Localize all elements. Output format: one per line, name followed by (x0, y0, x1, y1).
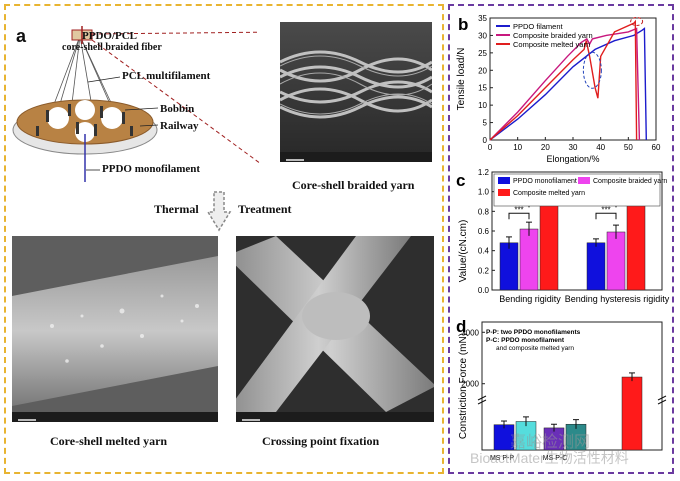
bar-1-2 (626, 195, 646, 291)
down-arrow-icon (206, 191, 232, 232)
sem-crossing-point (236, 236, 434, 422)
panel-a-frame (4, 4, 444, 474)
label-treatment: Treatment (238, 202, 292, 216)
legend-label-1: Composite braided yarn (593, 178, 667, 185)
y-tick-label-1: 5 (483, 119, 488, 128)
chart-b: b 0 10 20 30 40 50 60 0 5 10 15 20 25 30 35 Elongation/%… (456, 14, 661, 164)
x-tick-label-6: 60 (652, 143, 661, 152)
watermark: BioactMater生物活性材料 (470, 450, 629, 466)
series-line-0 (489, 27, 647, 141)
sig-label-a-0: *** (514, 205, 523, 214)
axis-break-1 (477, 395, 487, 401)
label-bobbin: Bobbin (160, 103, 195, 115)
category-label-1: Bending hysteresis rigidity (565, 294, 670, 304)
series-line-1 (489, 27, 641, 141)
caption-crossing: Crossing point fixation (262, 434, 380, 448)
sem-melted-yarn (12, 236, 218, 422)
axis-break-2 (477, 399, 487, 405)
y-tick-label-4: 20 (478, 66, 487, 75)
y-tick-label-3: 15 (478, 84, 487, 93)
y-tick-label-5: 25 (478, 49, 487, 58)
label-railway: Railway (160, 120, 199, 132)
y-axis-label: Tensile load/N (456, 48, 467, 111)
y-tick-label-1: 0.2 (478, 266, 490, 275)
sig-bracket-a-1 (595, 212, 617, 220)
series-line-2 (489, 19, 638, 141)
legend-label-2: Composite melted yarn (513, 40, 590, 49)
chart-c: c 0.0 0.2 0.4 0.6 0.8 1.0 1.2 Value/(cN.cm) Bendi… (456, 168, 670, 304)
sem-braided-yarn (280, 22, 432, 162)
category-label-0: MS P-P (490, 455, 514, 462)
bar-1-0 (586, 242, 606, 291)
x-axis-label: Elongation/% (546, 154, 599, 164)
legend-swatch-2 (498, 189, 510, 196)
caption-melted: Core-shell melted yarn (50, 434, 168, 448)
label-fiber-2: core-shell braided fiber (62, 42, 162, 53)
bar-0-0 (499, 242, 519, 291)
y-tick-label-7: 35 (478, 14, 487, 23)
legend-box (493, 173, 661, 207)
label-ppdo: PPDO monofilament (102, 163, 201, 175)
note-0: P-P: two PPDO monofilaments (486, 329, 581, 336)
axis-break-3 (657, 395, 667, 401)
note-1: P-C: PPDO monofilament (486, 337, 565, 344)
legend-label-0: PPDO filament (513, 22, 564, 31)
x-tick-label-3: 30 (569, 143, 578, 152)
bar-0-2 (539, 198, 559, 291)
y-axis-label: Constriction Force (mN) (458, 333, 469, 439)
caption-braided: Core-shell braided yarn (292, 178, 415, 192)
panel-c-label: c (456, 171, 465, 190)
legend-label-1: Composite braided yarn (513, 31, 593, 40)
sig-label-a-1: *** (601, 205, 610, 214)
bar-1-1 (606, 231, 626, 291)
y-tick-label-4: 0.8 (478, 207, 490, 216)
legend-label-2: Composite melted yarn (513, 190, 585, 197)
label-fiber: PPDO/PCL (82, 30, 137, 42)
sig-bracket-a-0 (508, 212, 530, 220)
bar-4 (621, 376, 643, 451)
y-tick-label-2: 10 (478, 101, 487, 110)
x-tick-label-5: 50 (624, 143, 633, 152)
y-tick-label-6: 30 (478, 31, 487, 40)
legend-label-0: PPDO monofilament (513, 178, 577, 185)
y-tick-label-0: 0 (483, 136, 488, 145)
braider-schematic (12, 26, 260, 182)
watermark-cn: 嘉峪检测网 (510, 434, 591, 451)
y-tick-label-5: 1.0 (478, 188, 490, 197)
note-2: and composite melted yarn (496, 345, 574, 352)
y-tick-label-6: 1.2 (478, 168, 490, 177)
legend-swatch-1 (578, 177, 590, 184)
panel-b-label: b (458, 15, 468, 34)
highlight-ellipse-1 (582, 51, 602, 89)
x-tick-label-2: 20 (541, 143, 550, 152)
y-tick-label-3: 0.6 (478, 227, 490, 236)
label-pcl: PCL multifilament (122, 70, 211, 82)
category-label-0: Bending rigidity (499, 294, 561, 304)
x-tick-label-0: 0 (488, 143, 493, 152)
y-tick-label-1: 3000 (461, 328, 479, 337)
legend-swatch-0 (498, 177, 510, 184)
highlight-ellipse-2 (630, 16, 644, 26)
panel-right-frame (448, 4, 674, 474)
y-axis-label: Value/(cN.cm) (458, 220, 469, 283)
bar-0-1 (519, 228, 539, 291)
y-tick-label-0: 2000 (461, 380, 479, 389)
y-tick-label-0: 0.0 (478, 286, 490, 295)
x-tick-label-4: 40 (596, 143, 605, 152)
category-label-1: MS P-C (543, 455, 568, 462)
panel-a-label: a (16, 26, 27, 46)
label-thermal: Thermal (154, 202, 199, 216)
y-tick-label-2: 0.4 (478, 247, 490, 256)
panel-d-label: d (456, 317, 466, 336)
x-tick-label-1: 10 (513, 143, 522, 152)
axis-break-4 (657, 399, 667, 405)
